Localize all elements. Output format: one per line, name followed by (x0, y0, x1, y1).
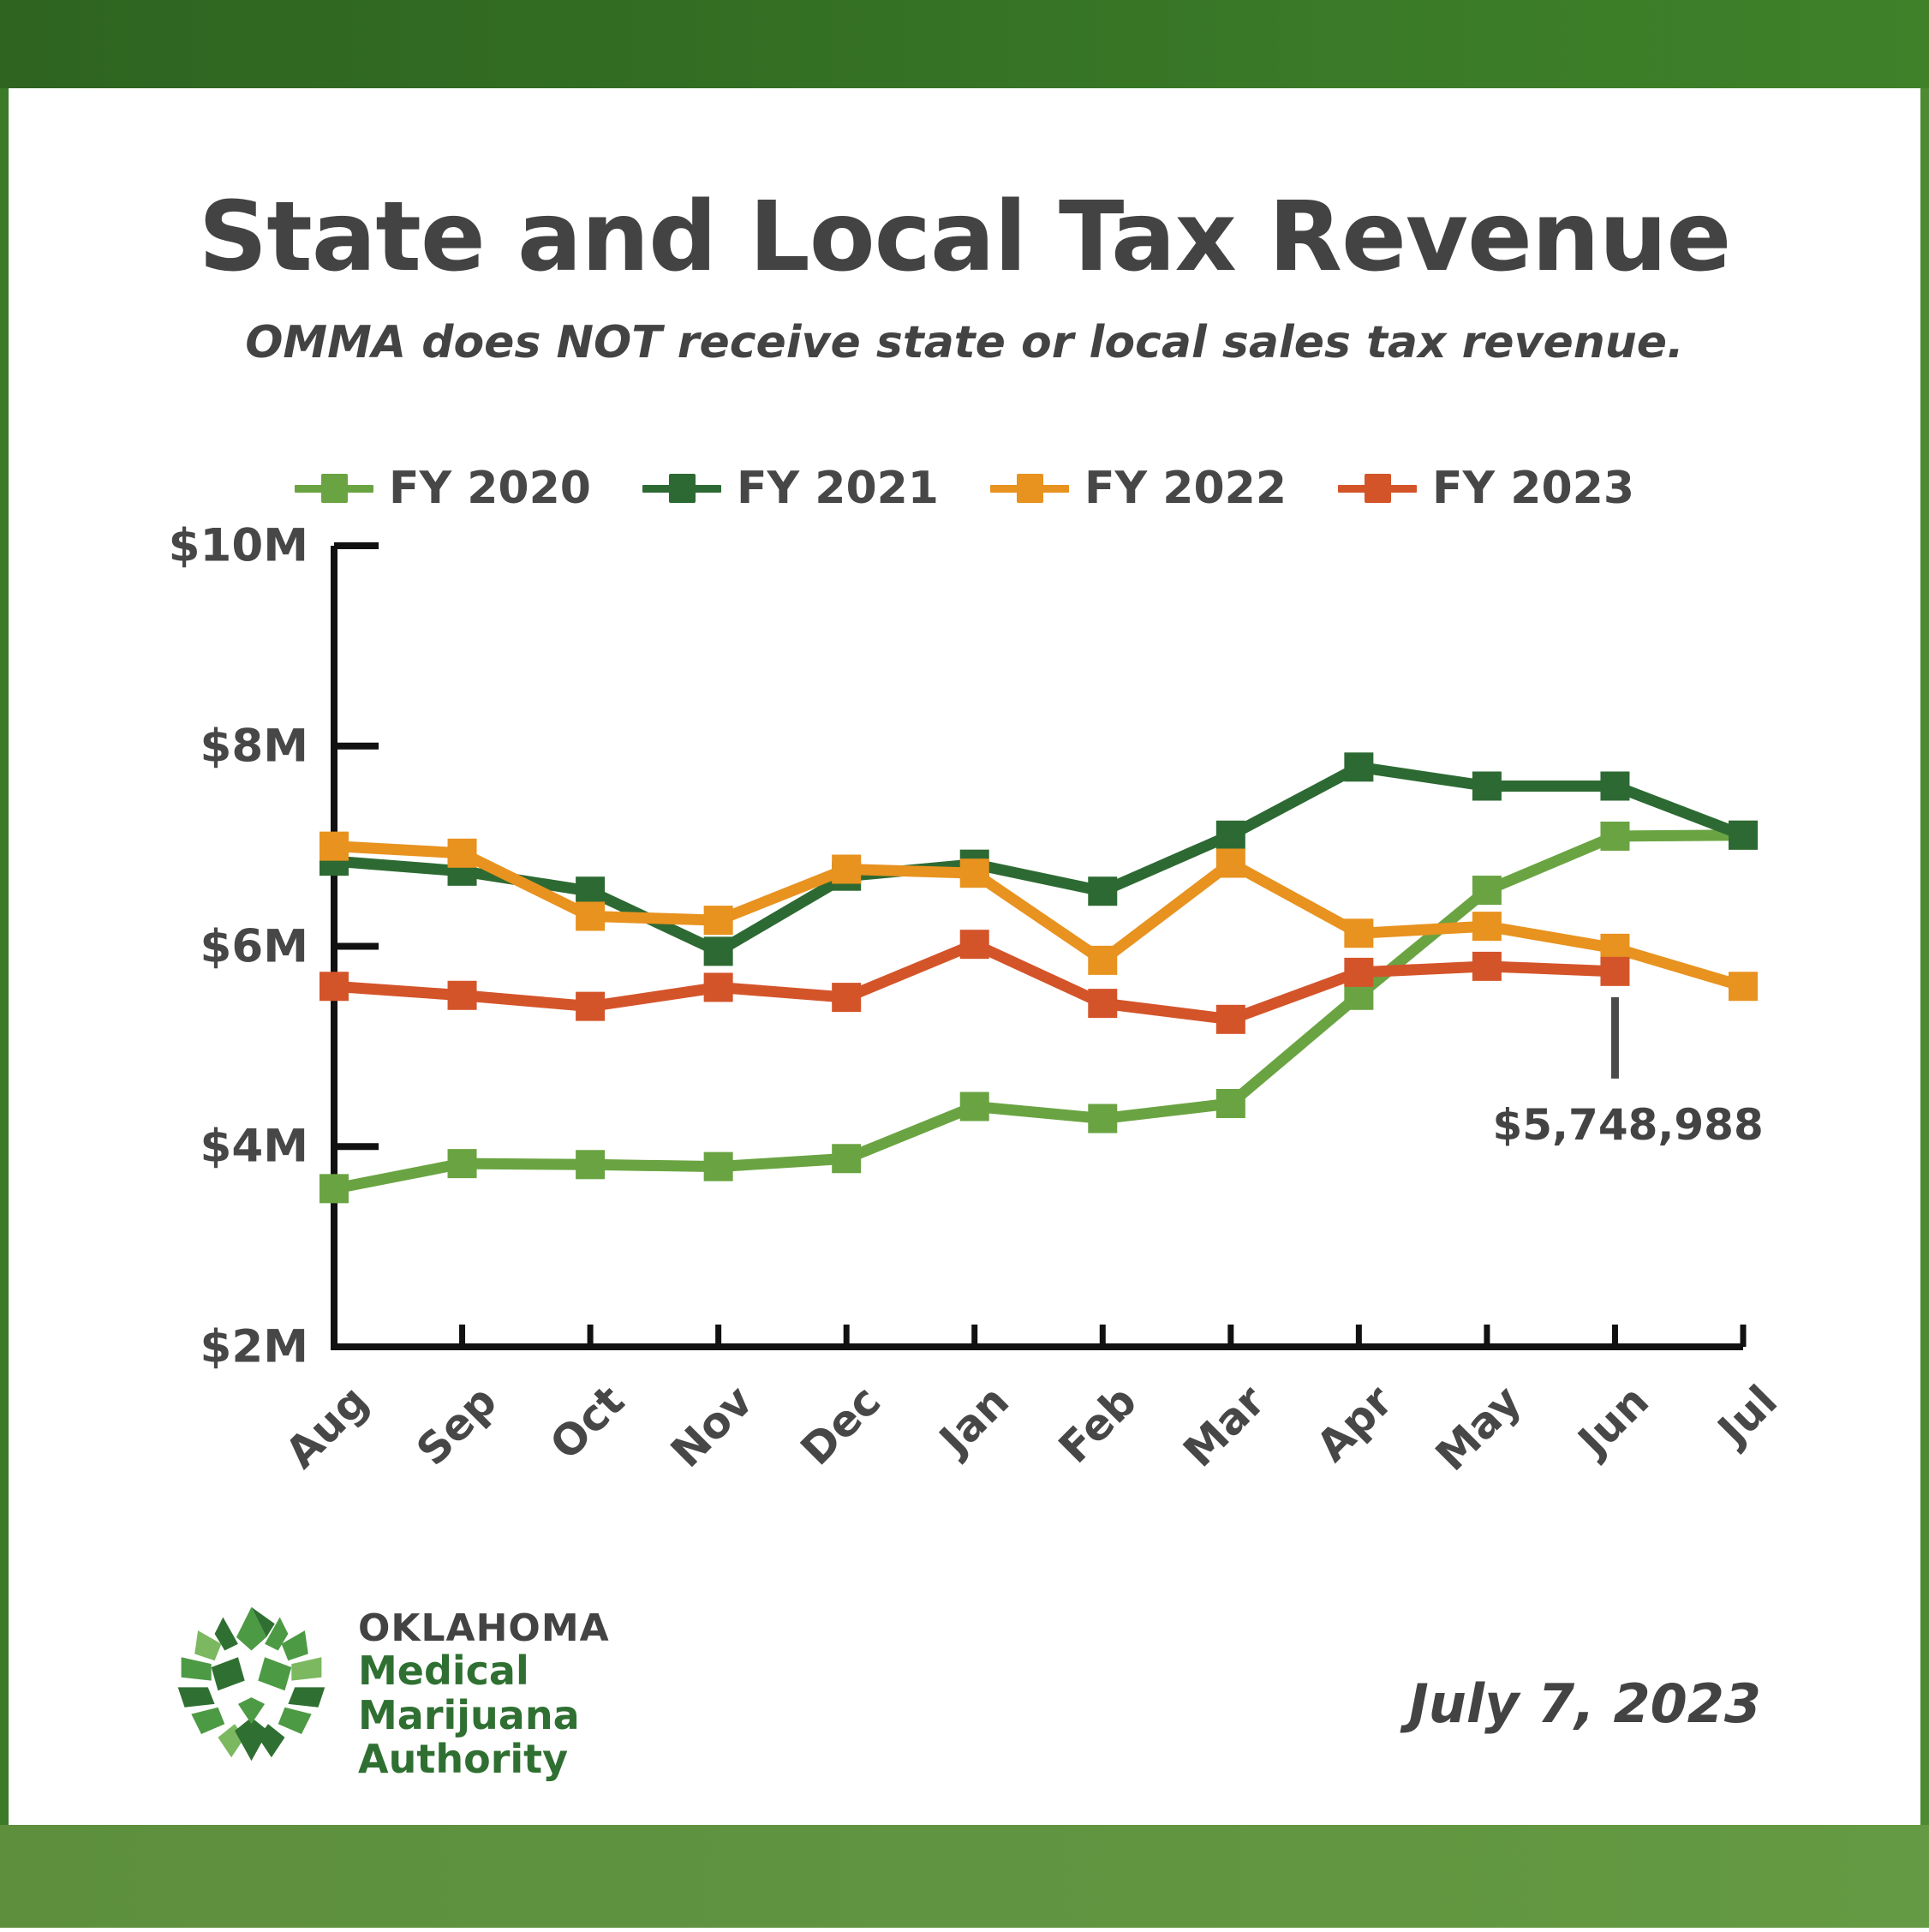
data-point-marker (1088, 876, 1118, 906)
legend-label: FY 2021 (736, 463, 939, 514)
series-line-fy-2023 (333, 938, 1615, 1026)
data-point-marker (1729, 972, 1758, 1002)
data-point-marker (959, 930, 989, 960)
data-point-marker (576, 991, 606, 1021)
data-point-marker (1600, 771, 1630, 801)
legend-label: FY 2022 (1084, 463, 1287, 514)
legend-item-fy-2023[interactable]: FY 2023 (1338, 463, 1634, 514)
bottom-band (0, 1825, 1929, 1928)
legend-item-fy-2020[interactable]: FY 2020 (294, 463, 591, 514)
data-point-marker (1344, 980, 1374, 1010)
page-subtitle: OMMA does NOT receive state or local sal… (245, 317, 1684, 368)
data-point-marker (1472, 876, 1502, 906)
chart-legend: FY 2020 FY 2021 FY 2022 FY 2023 (0, 463, 1929, 514)
series-line-fy-2021 (333, 761, 1746, 957)
data-point-marker (1215, 1088, 1245, 1118)
y-axis-tick-label: $2M (200, 1320, 309, 1373)
page-title: State and Local Tax Revenue (198, 182, 1732, 293)
data-point-marker (1088, 1104, 1118, 1133)
top-band (0, 0, 1929, 88)
legend-label: FY 2020 (388, 463, 591, 514)
data-point-marker (447, 838, 477, 868)
data-point-marker (959, 1092, 989, 1122)
data-point-marker (1088, 989, 1118, 1019)
data-point-marker (959, 858, 989, 888)
data-point-marker (320, 972, 349, 1002)
left-band (0, 88, 9, 1825)
data-point-marker (576, 876, 606, 906)
right-band (1920, 88, 1929, 1825)
data-point-marker (447, 856, 477, 886)
data-point-marker (1344, 918, 1374, 948)
y-axis-tick-label: $4M (200, 1120, 309, 1173)
data-point-marker (1472, 951, 1502, 981)
legend-marker-icon (1338, 474, 1418, 503)
legend-item-fy-2021[interactable]: FY 2021 (642, 463, 939, 514)
omma-star-icon (177, 1606, 325, 1762)
data-point-marker (1600, 933, 1630, 963)
data-point-marker (1215, 1004, 1245, 1034)
logo-line-oklahoma: OKLAHOMA (358, 1606, 610, 1650)
data-point-marker (320, 831, 349, 861)
data-point-marker (1344, 957, 1374, 987)
y-axis-tick-label: $10M (168, 519, 308, 572)
series-line-fy-2022 (333, 840, 1745, 992)
data-point-marker (703, 1151, 733, 1181)
data-point-marker (1472, 771, 1502, 801)
data-point-marker (1472, 912, 1502, 942)
data-point-marker (959, 849, 989, 879)
data-point-marker (703, 936, 733, 966)
data-point-marker (1088, 945, 1118, 975)
data-point-marker (1344, 752, 1374, 782)
omma-logo-text: OKLAHOMA Medical Marijuana Authority (358, 1607, 733, 1782)
data-point-marker (1215, 820, 1245, 850)
legend-marker-icon (642, 474, 721, 503)
legend-label: FY 2023 (1432, 463, 1635, 514)
legend-marker-icon (294, 474, 373, 503)
value-annotation-label: $5,748,988 (1492, 1099, 1764, 1150)
legend-item-fy-2022[interactable]: FY 2022 (990, 463, 1287, 514)
report-date: July 7, 2023 (1408, 1672, 1761, 1735)
data-point-marker (1729, 820, 1758, 850)
logo-line-medical-marijuana: Medical Marijuana (358, 1648, 580, 1738)
data-point-marker (447, 980, 477, 1010)
logo-line-authority: Authority (358, 1736, 569, 1783)
data-point-marker (1729, 820, 1758, 850)
axis-spine (331, 546, 1743, 1350)
data-point-marker (1215, 848, 1245, 878)
data-point-marker (447, 1149, 477, 1179)
data-point-marker (703, 972, 733, 1002)
data-point-marker (832, 854, 862, 884)
y-axis-tick-label: $8M (200, 720, 309, 773)
data-point-marker (832, 1144, 862, 1174)
omma-logo: OKLAHOMA Medical Marijuana Authority (168, 1600, 733, 1785)
data-point-marker (703, 906, 733, 936)
data-point-marker (320, 1174, 349, 1204)
data-point-marker (832, 861, 862, 891)
data-point-marker (1600, 956, 1630, 986)
data-point-marker (576, 901, 606, 931)
data-point-marker (832, 983, 862, 1013)
data-point-marker (576, 1150, 606, 1180)
y-axis-tick-label: $6M (200, 920, 309, 972)
data-point-marker (320, 846, 349, 876)
data-point-marker (1600, 821, 1630, 851)
legend-marker-icon (990, 474, 1069, 503)
